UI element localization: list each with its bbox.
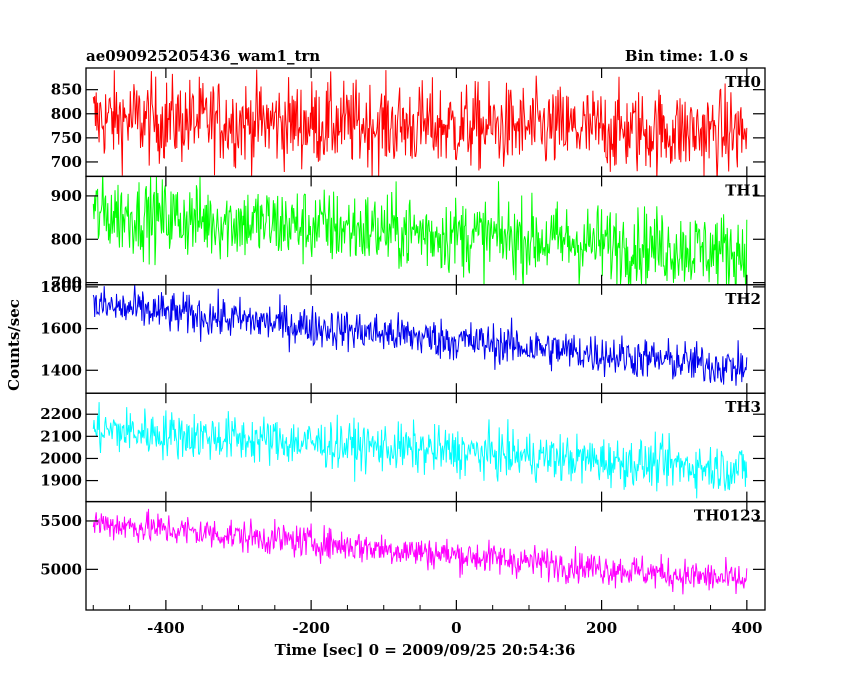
panel-th2: 1400 1600 1800 TH2: [40, 278, 766, 394]
panel-th0123: 5000 5500 TH0123: [40, 500, 766, 611]
panel-label: TH0123: [694, 507, 761, 525]
y-tick-label: 700: [51, 153, 82, 171]
panel-th1: 700 800 900 TH1: [51, 175, 766, 292]
y-tick-label: 1600: [40, 320, 82, 338]
series-line-th3: [92, 402, 748, 499]
series-line-th0: [92, 69, 748, 177]
chart-title: ae090925205436_wam1_trn: [86, 47, 320, 65]
y-tick-label: 900: [51, 187, 82, 205]
y-tick-label: 1900: [40, 472, 82, 490]
panel-frame: [85, 500, 766, 611]
x-tick-label: 400: [731, 619, 762, 637]
panel-th3: 1900 2000 2100 2200 TH3: [40, 392, 766, 503]
y-tick-label: 800: [51, 230, 82, 248]
panels-group: 700 750 800 850 TH0 700 800 900 TH1 1400 1600 1800 T…: [40, 67, 766, 611]
panel-label: TH2: [725, 290, 761, 308]
panel-frame: [85, 284, 766, 394]
y-tick-label: 750: [51, 129, 82, 147]
panel-th0: 700 750 800 850 TH0: [51, 67, 766, 178]
bin-time-label: Bin time: 1.0 s: [625, 47, 748, 65]
y-tick-label: 800: [51, 105, 82, 123]
y-axis-label: Counts/sec: [5, 299, 23, 391]
y-tick-label: 1400: [40, 361, 82, 379]
series-line-th0123: [92, 508, 748, 595]
x-axis: -400 -200 0 200 400: [92, 68, 763, 637]
series-line-th1: [92, 176, 748, 285]
panel-label: TH3: [725, 398, 761, 416]
y-tick-label: 5500: [40, 512, 82, 530]
x-tick-label: -400: [147, 619, 185, 637]
y-tick-label: 700: [51, 274, 82, 292]
y-tick-label: 5000: [40, 560, 82, 578]
y-tick-label: 2100: [40, 427, 82, 445]
series-line-th2: [92, 284, 748, 386]
x-tick-label: 0: [451, 619, 461, 637]
panel-label: TH1: [725, 181, 761, 199]
panel-label: TH0: [725, 73, 761, 91]
y-tick-label: 2200: [40, 405, 82, 423]
y-tick-label: 850: [51, 81, 82, 99]
y-tick-label: 1800: [40, 278, 82, 296]
x-tick-label: -200: [292, 619, 330, 637]
x-axis-label: Time [sec] 0 = 2009/09/25 20:54:36: [275, 641, 576, 659]
x-tick-label: 200: [586, 619, 617, 637]
y-tick-label: 2000: [40, 449, 82, 467]
